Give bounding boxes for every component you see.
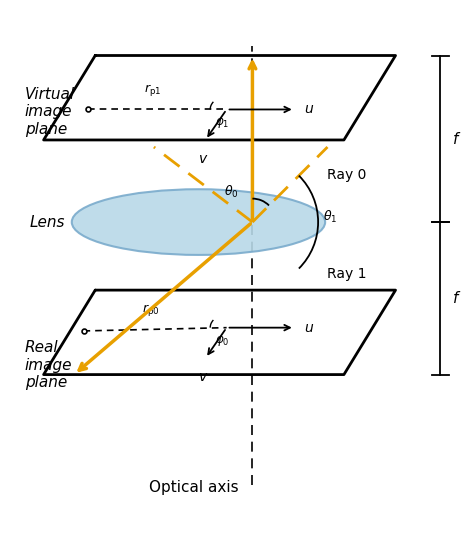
Text: $f$: $f$ [452,291,461,306]
Text: $\varphi_1$: $\varphi_1$ [215,116,229,130]
Text: Virtual
image
plane: Virtual image plane [25,87,75,137]
Text: Ray 1: Ray 1 [328,267,367,281]
Text: Optical axis: Optical axis [149,480,238,495]
Text: $r_{\mathrm{p0}}$: $r_{\mathrm{p0}}$ [142,302,159,317]
Text: $\theta_1$: $\theta_1$ [323,209,337,225]
Text: Ray 0: Ray 0 [328,168,367,182]
Text: $u$: $u$ [304,321,314,335]
Text: $\varphi_0$: $\varphi_0$ [215,334,229,348]
Text: $r_{\mathrm{p1}}$: $r_{\mathrm{p1}}$ [144,82,161,98]
Text: Real
image
plane: Real image plane [25,341,72,390]
Text: $\theta_0$: $\theta_0$ [224,183,239,200]
Text: Lens: Lens [30,215,65,230]
Text: $f$: $f$ [452,131,461,147]
Ellipse shape [72,189,325,255]
Text: $u$: $u$ [304,102,314,116]
Text: $v$: $v$ [198,370,208,384]
Text: $v$: $v$ [198,152,208,166]
